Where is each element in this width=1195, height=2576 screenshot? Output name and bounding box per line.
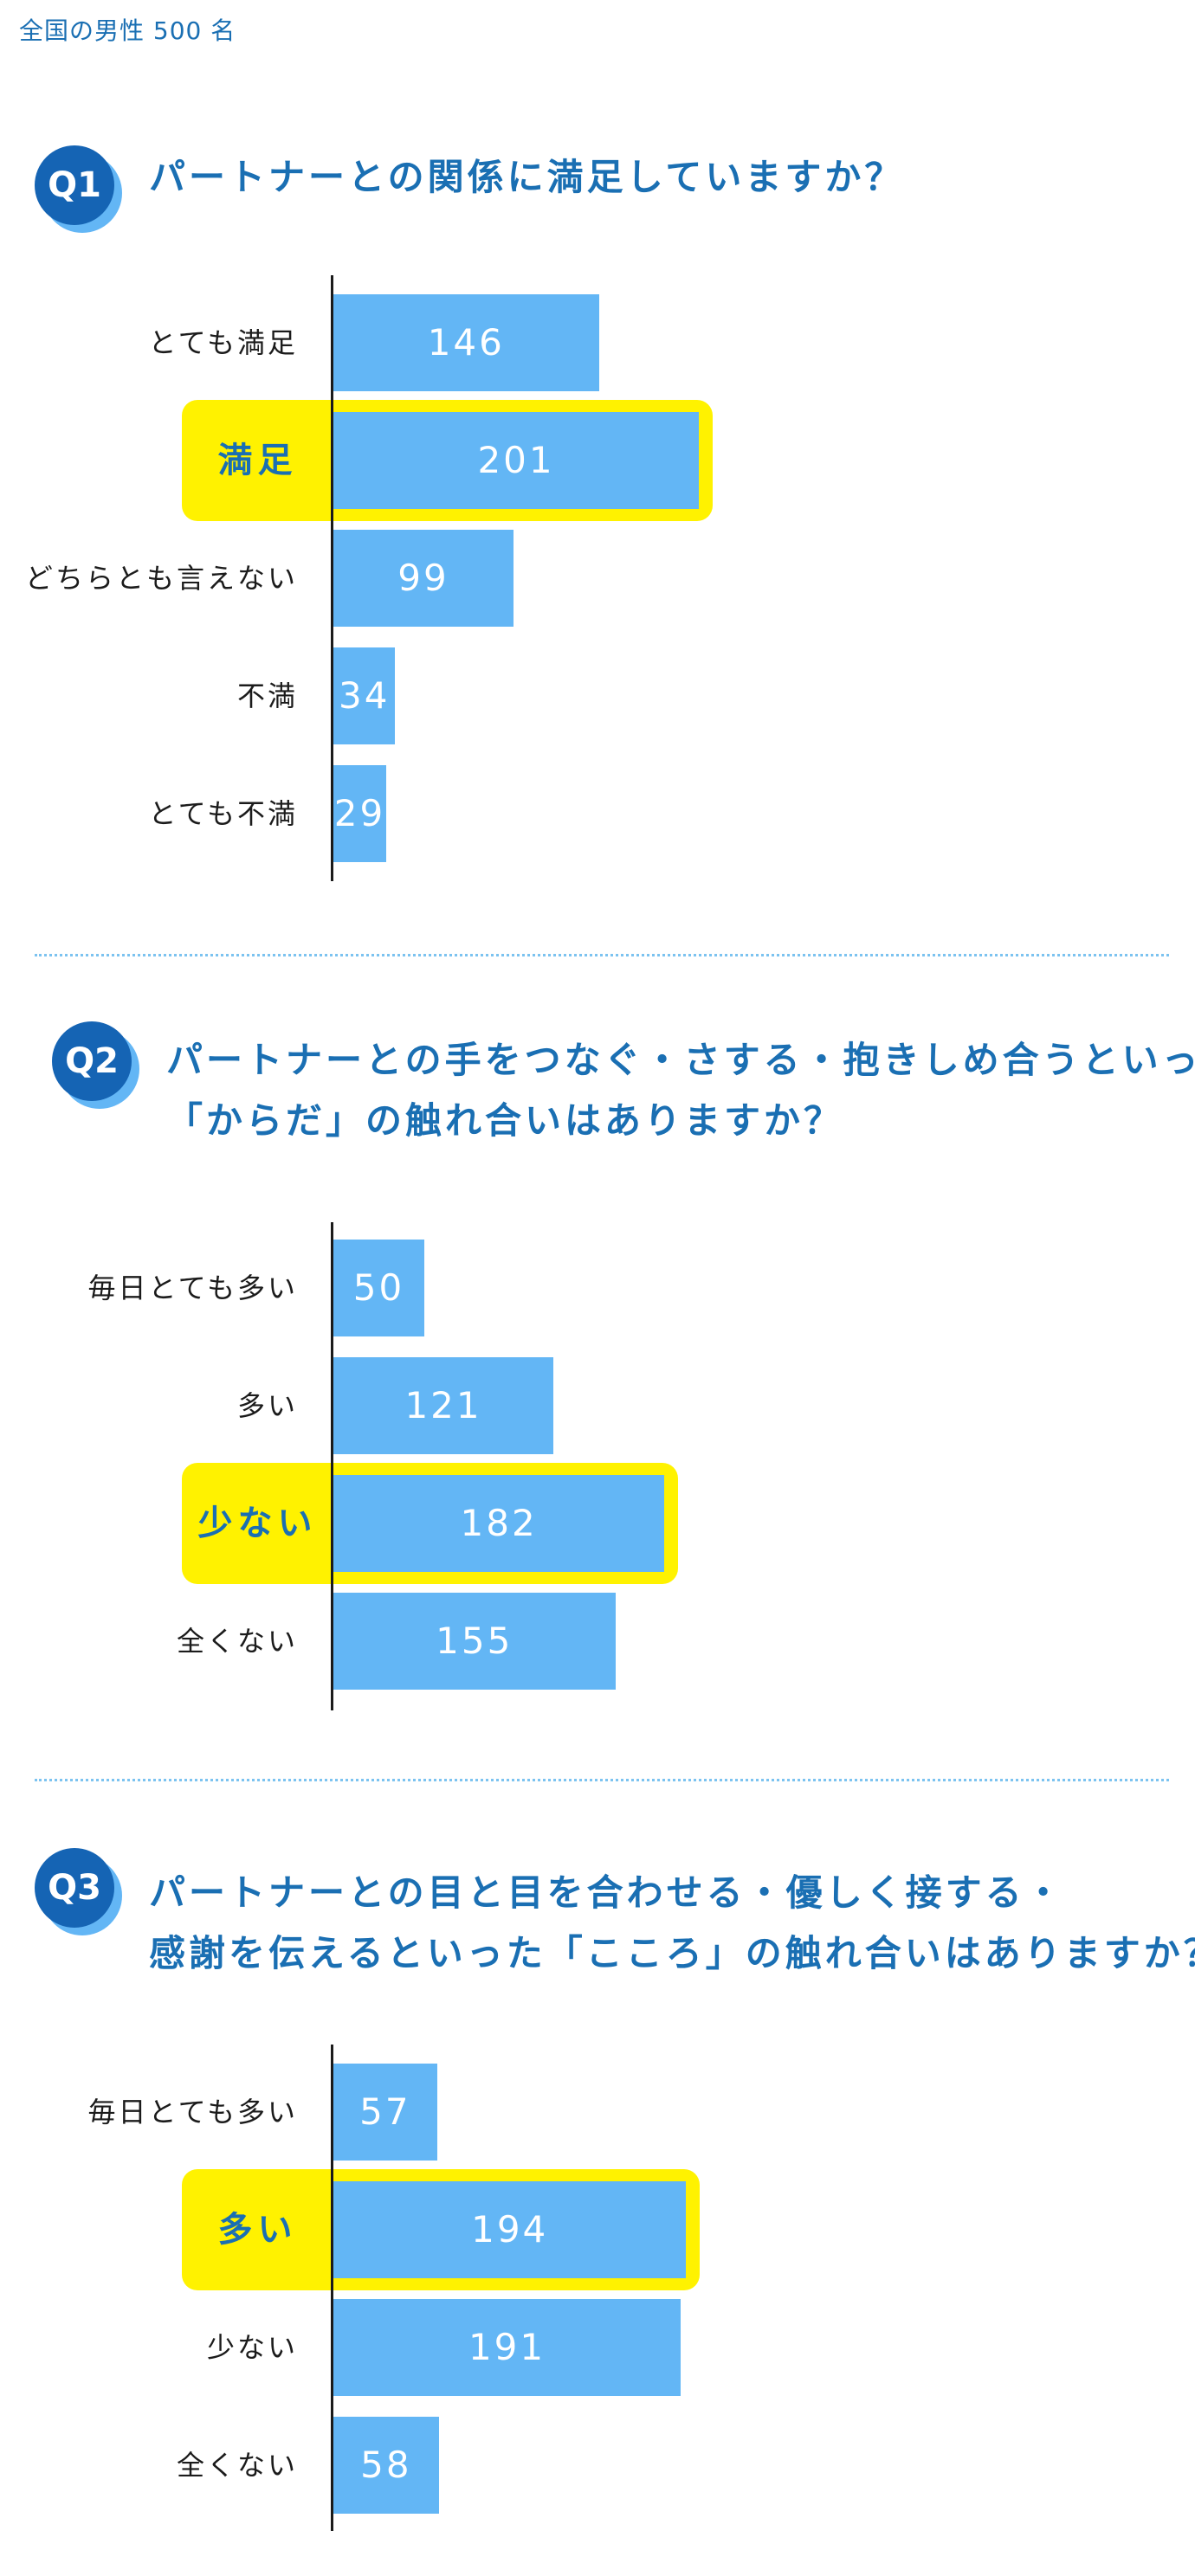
category-label: 全くない [176, 1625, 298, 1658]
question-line-1: パートナーとの目と目を合わせる・優しく接する・ [149, 1871, 1065, 1914]
bar-value-label: 191 [468, 2326, 546, 2368]
category-label: 毎日とても多い [87, 1272, 298, 1304]
category-label-highlighted: 満足 [217, 441, 298, 480]
bar-value-label: 182 [460, 1502, 538, 1544]
question-line-2: 感謝を伝えるといった「こころ」の触れ合いはありますか？ [149, 1932, 1195, 1974]
badge-shadow [42, 1856, 122, 1935]
bar-value-label: 99 [397, 557, 449, 599]
question-badge: Q2 [52, 1021, 139, 1109]
bar [333, 530, 514, 627]
category-label: 少ない [206, 2331, 298, 2364]
bar-value-label: 58 [360, 2444, 412, 2486]
question-line-2: 「からだ」の触れ合いはありますか？ [166, 1099, 844, 1142]
question-line-1: パートナーとの関係に満足していますか？ [149, 156, 905, 198]
bar [333, 1475, 665, 1572]
bar-value-label: 146 [427, 321, 505, 364]
badge-shadow [60, 1029, 139, 1109]
category-label: 毎日とても多い [87, 2096, 298, 2128]
badge-label: Q1 [35, 145, 114, 225]
bar [333, 2181, 687, 2278]
question-text: パートナーとの手をつなぐ・さする・抱きしめ合うといった 「からだ」の触れ合いはあり… [166, 1030, 1195, 1151]
badge-shadow [42, 153, 122, 233]
question-text: パートナーとの目と目を合わせる・優しく接する・感謝を伝えるといった「こころ」の触… [149, 1863, 1195, 1984]
section-divider [35, 1779, 1169, 1781]
bar-value-label: 34 [338, 674, 391, 717]
question-text: パートナーとの関係に満足していますか？ [149, 147, 904, 208]
bar [333, 294, 599, 391]
question-badge: Q3 [35, 1848, 122, 1935]
bar-value-label: 121 [404, 1384, 482, 1426]
question-line-1: パートナーとの手をつなぐ・さする・抱きしめ合うといった [166, 1039, 1195, 1081]
highlight-box [182, 1463, 679, 1584]
highlight-box [182, 2169, 701, 2290]
bar [333, 2064, 437, 2161]
bar [333, 2417, 439, 2514]
bar [333, 765, 386, 862]
category-axis-line [331, 2045, 333, 2531]
category-label-highlighted: 多い [217, 2210, 298, 2250]
bar [333, 1593, 616, 1690]
bar-value-label: 201 [477, 439, 555, 481]
highlight-box [182, 400, 714, 521]
category-label-highlighted: 少ない [197, 1504, 318, 1543]
bar [333, 1357, 554, 1454]
badge-label: Q3 [35, 1848, 114, 1928]
bar [333, 412, 700, 509]
category-label: 全くない [176, 2449, 298, 2482]
category-label: とても不満 [148, 797, 298, 830]
category-label: どちらとも言えない [24, 562, 298, 595]
bar-value-label: 29 [333, 792, 386, 834]
category-label: 多い [236, 1389, 298, 1422]
bar-value-label: 50 [352, 1266, 405, 1309]
sample-caption: 全国の男性 500 名 [19, 16, 236, 45]
bar [333, 647, 396, 744]
bar [333, 2299, 681, 2396]
bar-value-label: 57 [359, 2090, 411, 2133]
category-label: とても満足 [148, 326, 298, 359]
category-label: 不満 [236, 679, 298, 712]
badge-label: Q2 [52, 1021, 132, 1101]
bar [333, 1240, 424, 1336]
bar-value-label: 194 [471, 2208, 549, 2251]
question-badge: Q1 [35, 145, 122, 233]
category-axis-line [331, 275, 333, 881]
bar-value-label: 155 [436, 1620, 514, 1662]
section-divider [35, 954, 1169, 956]
category-axis-line [331, 1222, 333, 1710]
